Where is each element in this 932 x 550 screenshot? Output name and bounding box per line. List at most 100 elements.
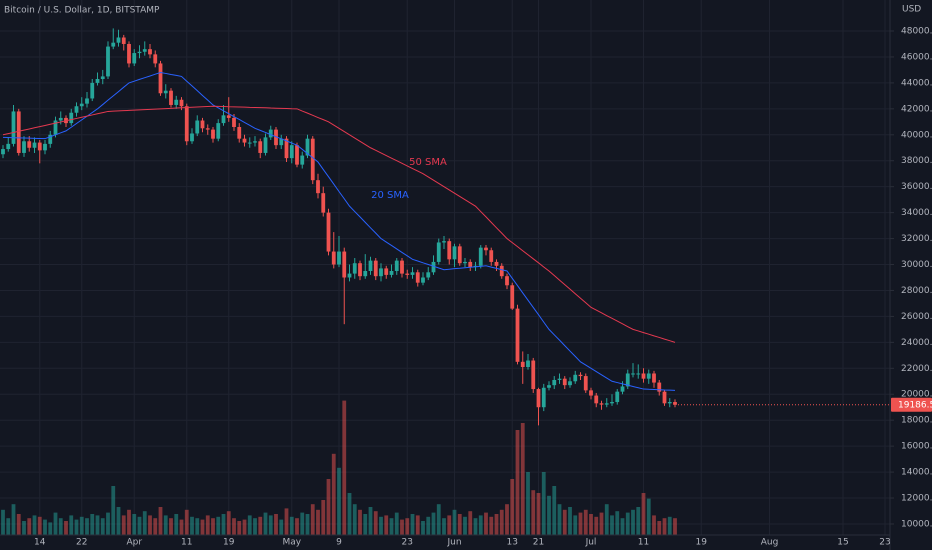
candle-body	[263, 137, 268, 153]
volume-bar	[405, 518, 410, 535]
candle-body	[615, 391, 620, 403]
volume-bar	[352, 504, 357, 535]
volume-bar	[142, 511, 147, 535]
y-tick-label: 40000.00	[901, 130, 932, 140]
candle-body	[442, 241, 446, 243]
volume-bar	[625, 512, 630, 535]
candle-body	[531, 360, 536, 390]
x-tick-label: 9	[336, 538, 342, 548]
candle-body	[195, 120, 200, 134]
y-tick-label: 36000.00	[901, 182, 932, 192]
candle-body	[520, 361, 525, 368]
volume-bar	[300, 512, 305, 535]
candle-body	[631, 373, 635, 375]
candle-body	[289, 145, 294, 159]
candle-body	[148, 49, 152, 55]
volume-bar	[132, 514, 137, 535]
candle-body	[499, 265, 504, 277]
sma-label: 20 SMA	[371, 190, 409, 201]
volume-bar	[568, 507, 572, 535]
volume-bar	[90, 514, 95, 535]
candle-body	[300, 155, 305, 165]
candle-body	[646, 373, 651, 379]
candle-body	[27, 141, 32, 148]
y-tick-label: 22000.00	[901, 364, 932, 374]
candle-body	[373, 260, 378, 277]
volume-bar	[457, 514, 462, 535]
volume-bar	[379, 516, 383, 535]
candle-body	[468, 261, 473, 268]
volume-bar	[426, 516, 431, 535]
y-tick-label: 10000.00	[901, 519, 932, 529]
candle-body	[552, 379, 557, 386]
volume-bar	[295, 518, 299, 535]
candle-body	[142, 49, 147, 52]
volume-bar	[289, 516, 294, 535]
volume-bar	[394, 512, 399, 535]
volume-bar	[237, 521, 242, 535]
candle-body	[557, 378, 562, 380]
candle-body	[494, 261, 499, 266]
candle-body	[573, 374, 578, 382]
candle-body	[636, 373, 641, 375]
volume-bar	[505, 504, 509, 535]
candle-body	[95, 79, 100, 83]
last-price-label: 19186.55	[898, 400, 932, 410]
candle-body	[237, 127, 242, 139]
candle-body	[426, 272, 431, 278]
volume-bar	[667, 516, 672, 535]
sma-line	[2, 72, 676, 391]
candle-body	[43, 143, 47, 151]
candle-body	[541, 387, 546, 408]
volume-bar	[106, 512, 110, 535]
volume-bar	[253, 518, 257, 535]
volume-bar	[200, 519, 205, 535]
candle-body	[604, 403, 609, 405]
candle-body	[74, 106, 79, 113]
volume-bar	[673, 518, 677, 535]
candle-body	[16, 111, 21, 153]
x-tick-label: May	[282, 538, 301, 548]
x-tick-label: 11	[638, 538, 649, 548]
y-tick-label: 46000.00	[901, 52, 932, 62]
volume-bar	[37, 516, 42, 535]
candle-body	[295, 145, 299, 165]
volume-bar	[636, 507, 641, 535]
volume-bar	[148, 515, 152, 535]
volume-bar	[274, 514, 278, 535]
candle-body	[53, 120, 58, 135]
volume-bar	[468, 511, 473, 535]
volume-bar	[547, 495, 551, 535]
y-tick-label: 38000.00	[901, 156, 932, 166]
volume-bar	[536, 493, 541, 535]
volume-bar	[389, 518, 394, 535]
y-tick-label: 44000.00	[901, 78, 932, 88]
volume-bar	[489, 516, 494, 535]
volume-bar	[520, 423, 525, 535]
candle-body	[389, 271, 394, 275]
candle-body	[85, 98, 89, 104]
volume-bar	[373, 511, 378, 535]
candle-body	[310, 138, 315, 181]
y-tick-label: 30000.00	[901, 260, 932, 270]
volume-bar	[174, 514, 179, 535]
volume-bar	[242, 519, 247, 535]
volume-bar	[263, 512, 268, 535]
candle-body	[184, 106, 189, 142]
volume-bar	[53, 512, 58, 535]
x-tick-label: Apr	[126, 538, 142, 548]
volume-bar	[646, 498, 651, 535]
candle-body	[415, 272, 420, 283]
chart-title: Bitcoin / U.S. Dollar, 1D, BITSTAMP	[4, 6, 160, 16]
candle-body	[121, 37, 126, 44]
candle-body	[163, 90, 168, 94]
x-tick-label: 21	[533, 538, 544, 548]
candle-body	[379, 268, 383, 277]
candle-body	[384, 268, 389, 275]
volume-bar	[6, 518, 11, 535]
candle-body	[69, 112, 74, 124]
candle-body	[179, 99, 184, 107]
candle-body	[431, 261, 436, 273]
candle-body	[174, 99, 179, 105]
